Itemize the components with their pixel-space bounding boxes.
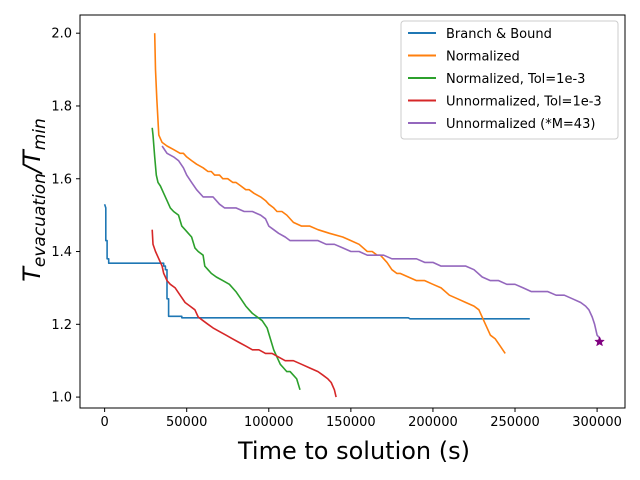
y-axis: 1.0 1.2 1.4 1.6 1.8 2.0 xyxy=(51,27,80,406)
series-line-0 xyxy=(103,203,530,320)
legend-label-0: Branch & Bound xyxy=(446,27,552,42)
y-tick-label: 1.2 xyxy=(51,318,72,333)
x-axis-title: Time to solution (s) xyxy=(237,437,470,465)
marker-layer xyxy=(594,336,605,347)
series-line-2 xyxy=(151,127,301,391)
x-tick-label: 250000 xyxy=(490,415,540,430)
y-tick-label: 2.0 xyxy=(51,27,72,42)
y-tick-label: 1.0 xyxy=(51,391,72,406)
legend-frame xyxy=(400,20,619,140)
y-title-separator: / xyxy=(18,162,46,175)
series-line-3 xyxy=(151,229,337,398)
legend-label-3: Unnormalized, Tol=1e-3 xyxy=(446,95,602,110)
legend: Branch & Bound Normalized Normalized, Tol=… xyxy=(400,20,619,140)
y-title-denominator-sub: min xyxy=(30,118,50,150)
x-tick-label: 200000 xyxy=(408,415,458,430)
legend-label-2: Normalized, Tol=1e-3 xyxy=(446,72,585,87)
y-tick-label: 1.6 xyxy=(51,172,72,187)
star-marker xyxy=(594,336,605,347)
x-tick-label: 0 xyxy=(100,415,108,430)
x-tick-label: 50000 xyxy=(166,415,207,430)
y-title-denominator: T xyxy=(18,148,46,165)
y-title-numerator-sub: evacuation xyxy=(30,173,50,267)
plot-frame xyxy=(79,14,626,409)
x-tick-label: 150000 xyxy=(326,415,376,430)
x-tick-label: 100000 xyxy=(244,415,294,430)
y-axis-title: Tevacuation/Tmin xyxy=(18,118,50,282)
plot-lines xyxy=(103,33,601,398)
y-title-main: T xyxy=(18,265,46,282)
x-tick-label: 300000 xyxy=(572,415,622,430)
legend-label-4: Unnormalized (*M=43) xyxy=(446,117,595,132)
x-axis: 0 50000 100000 150000 200000 250000 300000 xyxy=(100,408,622,430)
series-line-1 xyxy=(153,33,506,354)
series-line-4 xyxy=(161,145,601,340)
y-tick-label: 1.8 xyxy=(51,99,72,114)
y-tick-label: 1.4 xyxy=(51,245,72,260)
legend-label-1: Normalized xyxy=(446,50,520,65)
